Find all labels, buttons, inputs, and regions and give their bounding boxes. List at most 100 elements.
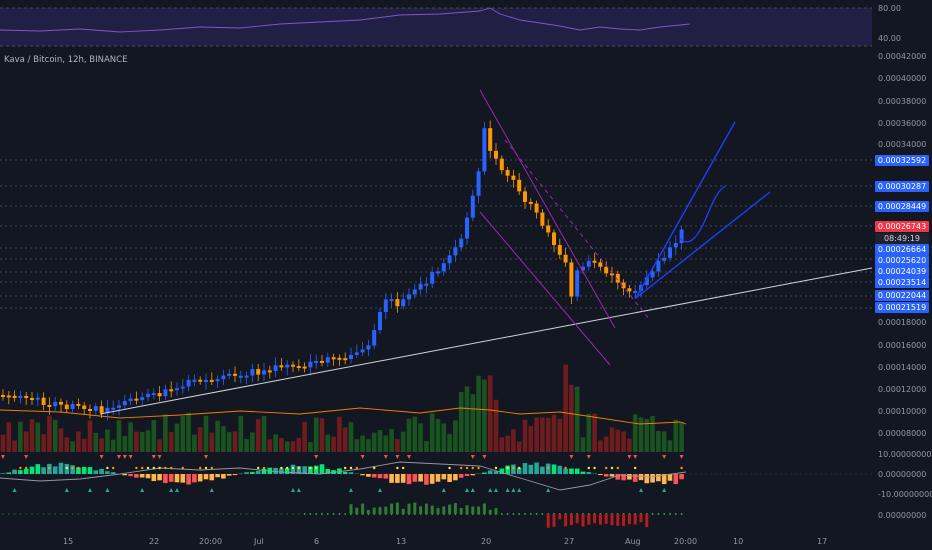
- macd-bar: [105, 471, 110, 474]
- macd-bar: [180, 474, 186, 483]
- volume-bar: [64, 437, 70, 452]
- osc-bar: [401, 508, 405, 514]
- candle-body: [117, 405, 121, 408]
- rising-trendline-upper[interactable]: [635, 121, 736, 299]
- price-tag: 0.00032592: [875, 155, 929, 166]
- signal-dot: [634, 466, 637, 470]
- osc-dot: [506, 513, 509, 515]
- signal-dot: [547, 466, 550, 470]
- candle-body: [169, 389, 174, 392]
- time-label: 20:00: [199, 537, 223, 546]
- time-axis[interactable]: 15 22 20:00 Jul 6 13 20 27 Aug 20:00 10 …: [0, 534, 872, 550]
- channel-upper-line[interactable]: [479, 89, 616, 329]
- osc-dot: [541, 513, 544, 515]
- macd-bar: [511, 464, 516, 474]
- osc-bar: [639, 514, 643, 523]
- candle-body: [238, 375, 243, 378]
- macd-bar: [41, 467, 46, 474]
- volume-bar: [209, 432, 215, 452]
- osc-bar: [378, 507, 382, 514]
- osc-dot: [344, 513, 347, 515]
- osc-bar: [361, 503, 365, 514]
- volume-bar: [58, 428, 64, 452]
- macd-bar: [371, 474, 377, 478]
- price-tag: 0.00026664: [875, 244, 929, 255]
- macd-bar: [424, 474, 429, 485]
- price-axis[interactable]: 80.00 40.00 0.00042000 0.00040000 0.0003…: [872, 0, 932, 530]
- osc-dot: [321, 513, 323, 515]
- macd-bar: [279, 468, 284, 474]
- volume-bar: [487, 375, 493, 452]
- osc-dot: [141, 513, 144, 515]
- candle-body: [24, 395, 29, 399]
- osc-dot: [19, 513, 22, 515]
- macd-bar: [366, 474, 371, 477]
- osc-dot: [268, 513, 271, 515]
- volume-bar: [534, 417, 539, 452]
- volume-bar: [395, 439, 400, 452]
- signal-dot: [170, 466, 173, 470]
- time-label: 22: [149, 537, 160, 546]
- candle-body: [256, 369, 261, 375]
- candle-body: [285, 364, 290, 368]
- projection-path[interactable]: [679, 185, 726, 243]
- time-label: Aug: [625, 537, 641, 546]
- osc-dot: [280, 513, 283, 515]
- candle-body: [233, 373, 237, 376]
- osc-dot: [36, 513, 39, 515]
- volume-bar: [174, 423, 180, 452]
- buy-marker: [441, 488, 446, 492]
- osc-dot: [669, 513, 671, 515]
- osc-dot: [48, 513, 51, 515]
- candle-body: [111, 407, 116, 410]
- volume-ma-line: [0, 407, 687, 425]
- candle-body: [453, 247, 458, 256]
- macd-bar: [598, 474, 603, 476]
- macd-bar: [12, 469, 17, 474]
- level-lines: [0, 159, 872, 309]
- osc-dot: [152, 513, 155, 515]
- volume-bar: [424, 440, 429, 452]
- channel-lower-line[interactable]: [479, 211, 611, 366]
- volume-bar: [250, 432, 255, 452]
- volume-bar: [615, 429, 621, 452]
- channel-mid-line[interactable]: [504, 139, 651, 321]
- buy-marker: [488, 488, 493, 492]
- volume-bar: [493, 399, 499, 452]
- volume-bar: [76, 431, 81, 452]
- rising-trendline-lower[interactable]: [635, 191, 771, 299]
- osc-bar: [494, 508, 498, 514]
- macd-bar: [400, 474, 406, 483]
- candle-body: [494, 150, 498, 159]
- candle-body: [320, 360, 324, 363]
- osc-dot: [297, 513, 300, 515]
- buy-marker: [209, 488, 214, 492]
- volume-bar: [441, 423, 447, 452]
- volume-bar: [122, 435, 128, 452]
- macd-bar: [656, 474, 661, 482]
- sell-marker: [360, 455, 365, 459]
- candle-body: [343, 358, 348, 361]
- candle-body: [528, 201, 533, 204]
- support-trendline[interactable]: [99, 267, 873, 415]
- macd-bar: [87, 467, 93, 474]
- signal-dot: [593, 466, 596, 470]
- macd-bar: [638, 474, 644, 481]
- macd-bar: [516, 467, 522, 474]
- volume-bar: [192, 434, 197, 452]
- macd-bar: [389, 474, 394, 483]
- candle-body: [372, 330, 377, 346]
- macd-bar: [58, 462, 64, 474]
- price-tag: 0.00025620: [875, 255, 929, 266]
- osc-bar: [395, 502, 399, 514]
- volume-bar: [400, 431, 406, 452]
- buy-marker: [494, 488, 498, 492]
- osc-bar: [587, 514, 591, 525]
- candle-body: [1, 395, 5, 397]
- volume-bar: [87, 420, 93, 452]
- candle-body: [569, 262, 574, 297]
- volume-bars: [0, 364, 684, 452]
- sell-marker: [117, 455, 121, 459]
- candle-body: [656, 260, 661, 272]
